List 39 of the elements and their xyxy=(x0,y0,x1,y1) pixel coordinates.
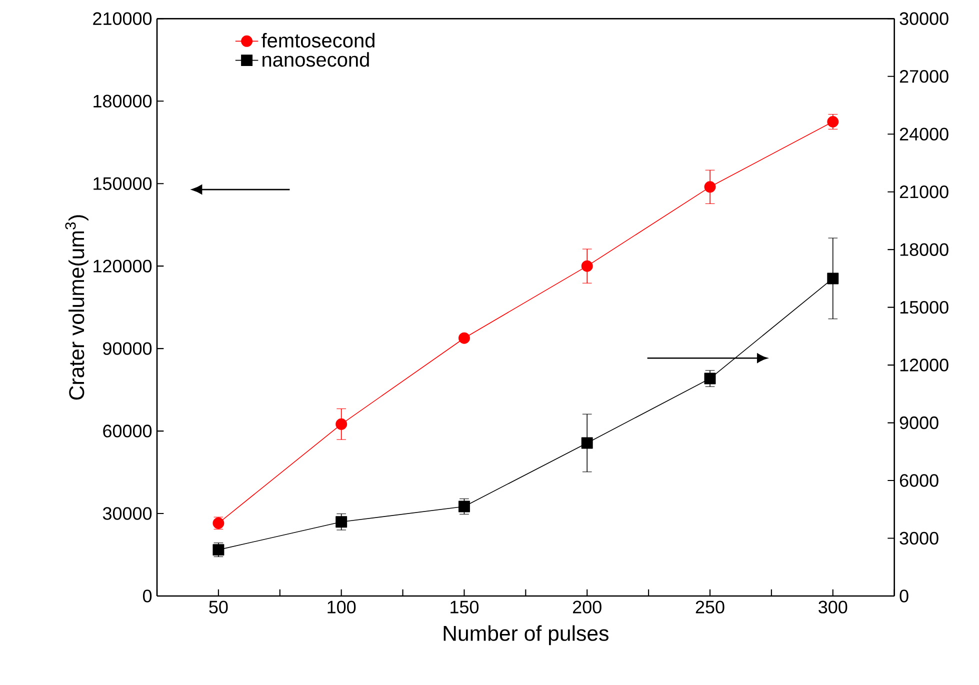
y2-tick-label: 18000 xyxy=(900,243,948,256)
y2-tick-label: 0 xyxy=(900,590,908,602)
y-tick-label: 90000 xyxy=(103,342,152,355)
y-tick-label: 210000 xyxy=(93,12,152,26)
y2-tick-label: 6000 xyxy=(900,474,938,487)
point xyxy=(581,437,593,449)
point xyxy=(704,372,716,384)
point xyxy=(458,332,470,344)
point xyxy=(336,516,348,528)
x-tick-label: 100 xyxy=(328,600,356,614)
y2-tick-label: 24000 xyxy=(900,128,948,140)
y2-tick-label: 3000 xyxy=(900,532,938,545)
legend-label: femtosecond xyxy=(262,32,374,48)
point xyxy=(581,260,593,272)
y2-tick-label: 27000 xyxy=(900,70,948,83)
point xyxy=(827,116,839,128)
y-tick-label: 180000 xyxy=(94,94,152,108)
point xyxy=(336,418,348,430)
x-tick-label: 200 xyxy=(572,600,602,614)
x-tick-label: 250 xyxy=(696,600,724,614)
legend-label: nanosecond xyxy=(262,52,369,67)
y2-tick-label: 15000 xyxy=(900,300,948,314)
y2-tick-label: 9000 xyxy=(900,416,938,430)
y2-tick-label: 21000 xyxy=(900,185,948,198)
x-axis-title: Number of pulses xyxy=(444,625,608,646)
y-tick-label: 0 xyxy=(142,590,152,602)
y-tick-label: 30000 xyxy=(102,507,152,520)
point xyxy=(704,181,716,193)
y-tick-label: 120000 xyxy=(94,260,152,272)
x-tick-label: 150 xyxy=(450,600,479,614)
x-tick-label: 50 xyxy=(209,600,228,614)
x-tick-label: 300 xyxy=(818,600,848,614)
y2-tick-label: 30000 xyxy=(900,12,948,26)
y-tick-label: 60000 xyxy=(103,424,152,438)
y-axis-title: Crater volume(um$^{3}$) xyxy=(65,215,88,400)
point xyxy=(827,272,839,284)
y2-tick-label: 12000 xyxy=(900,358,948,372)
y-tick-label: 150000 xyxy=(94,177,152,190)
point xyxy=(458,500,470,512)
